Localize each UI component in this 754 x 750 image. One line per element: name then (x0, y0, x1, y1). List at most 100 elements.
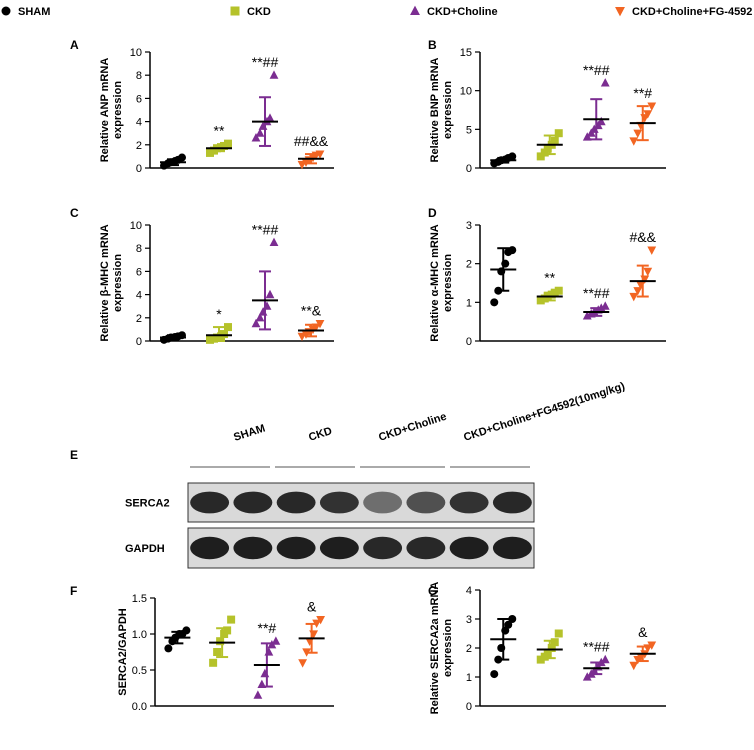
y-tick-label: 15 (460, 47, 472, 59)
y-tick-label: 10 (130, 47, 142, 59)
group-0 (490, 246, 517, 307)
y-tick-label: 4 (136, 290, 142, 302)
y-axis-label-line: Relative β-MHC mRNA (99, 224, 111, 341)
y-axis-label-line: Relative BNP mRNA (429, 57, 441, 162)
y-tick-label: 2 (466, 643, 472, 655)
group-2: **## (251, 221, 278, 331)
data-point (600, 301, 610, 310)
data-point (550, 136, 559, 145)
y-axis-label-line: expression (442, 254, 454, 312)
data-point (265, 289, 275, 299)
y-tick-label: 2 (136, 313, 142, 325)
y-tick-label: 2 (136, 140, 142, 152)
group-1 (209, 615, 236, 667)
y-axis-label: Relative β-MHC mRNAexpression (99, 224, 124, 341)
data-point (255, 128, 265, 137)
data-point (315, 150, 325, 159)
y-axis-label: Relative α-MHC mRNAexpression (429, 224, 454, 341)
significance-label: ** (544, 270, 555, 286)
y-tick-label: 0 (466, 701, 472, 713)
blot-panel-E: E SHAM CKD CKD+Choline CKD+Choline+FG4592(10… (70, 380, 627, 569)
data-point (220, 330, 228, 339)
chart-panel-G: G 0 1 2 3 4 Relative SERCA2a mRNAexpression **#… (428, 582, 666, 714)
data-point (316, 616, 326, 625)
data-point (223, 626, 232, 635)
y-tick-label: 10 (130, 220, 142, 232)
data-point (209, 658, 218, 667)
blot-band (319, 491, 359, 514)
data-point (508, 246, 517, 255)
blot-band (190, 536, 230, 560)
group-2: **## (582, 285, 610, 320)
data-point (647, 102, 657, 111)
y-tick-label: 0 (466, 336, 472, 348)
y-axis-label: Relative ANP mRNAexpression (99, 58, 124, 163)
group-3: & (298, 599, 326, 668)
data-point (633, 287, 643, 296)
y-tick-label: 4 (466, 585, 472, 597)
data-point (164, 644, 173, 653)
data-point (490, 298, 499, 307)
significance-label: ##&& (294, 133, 329, 149)
data-point (264, 647, 274, 656)
group-2: **# (253, 620, 281, 699)
group-2: **## (251, 54, 278, 147)
legend-marker (615, 6, 625, 17)
y-tick-label: 6 (136, 266, 142, 278)
data-point (260, 668, 270, 678)
data-point (600, 654, 610, 664)
data-point (490, 670, 499, 679)
blot-band (492, 491, 532, 514)
y-tick-label: 6 (136, 93, 142, 105)
group-0 (160, 331, 186, 344)
group-1 (536, 629, 563, 664)
panel-letter: G (428, 584, 437, 598)
data-point (271, 636, 281, 645)
significance-label: **# (258, 620, 277, 636)
legend-label: CKD+Choline+FG-4592 10mg/kg (632, 6, 754, 18)
y-tick-label: 1.0 (132, 629, 147, 641)
data-point (251, 318, 261, 328)
y-tick-label: 8 (136, 70, 142, 82)
blot-row-label: SERCA2 (125, 498, 170, 510)
group-0 (490, 615, 517, 679)
blot-band (233, 491, 273, 514)
blot-band (363, 536, 403, 560)
data-point (255, 313, 265, 322)
y-tick-label: 2 (466, 259, 472, 271)
group-0 (160, 153, 186, 170)
y-tick-label: 1.5 (132, 593, 147, 605)
y-tick-label: 0 (136, 336, 142, 348)
blot-band (406, 536, 446, 560)
group-3: **# (629, 85, 657, 146)
data-point (178, 153, 186, 162)
data-point (504, 620, 513, 629)
y-axis-label-line: expression (112, 254, 124, 312)
y-tick-label: 1 (466, 297, 472, 309)
y-axis-label-line: expression (442, 81, 454, 139)
significance-label: * (216, 306, 222, 322)
chart-panel-D: D 0 1 2 3 Relative α-MHC mRNAexpression ** **##… (428, 206, 666, 348)
blot-band (276, 491, 316, 514)
y-tick-label: 4 (136, 117, 142, 129)
y-tick-label: 5 (466, 124, 472, 136)
y-tick-label: 0.0 (132, 701, 147, 713)
blot-band (276, 536, 316, 560)
significance-label: & (307, 599, 317, 615)
group-1 (536, 129, 563, 161)
y-tick-label: 0 (466, 163, 472, 175)
data-point (213, 648, 222, 656)
panel-letter: A (70, 38, 79, 52)
legend-marker (1, 6, 11, 16)
group-1: * (206, 306, 232, 344)
significance-label: **& (301, 303, 322, 319)
legend-label: CKD+Choline (427, 6, 498, 18)
data-point (647, 641, 657, 650)
group-1: ** (206, 123, 232, 157)
data-point (643, 110, 653, 119)
legend-label: CKD (247, 6, 271, 18)
blot-row-label: GAPDH (125, 543, 165, 555)
blot-band (449, 491, 489, 514)
